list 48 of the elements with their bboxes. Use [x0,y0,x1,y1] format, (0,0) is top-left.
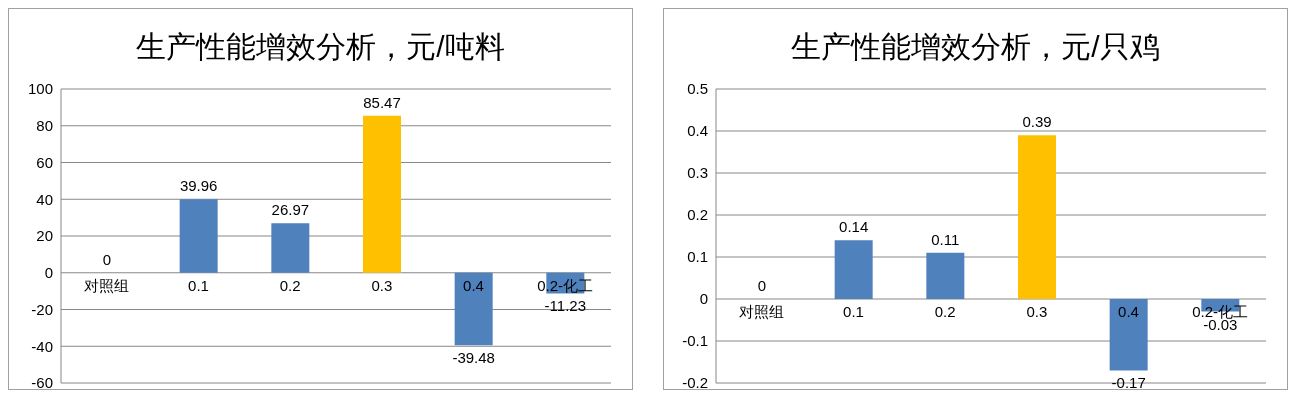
y-tick-label: 40 [36,190,53,208]
y-tick-label: -0.1 [682,332,708,350]
data-label: -11.23 [544,297,587,315]
bar [834,240,873,299]
y-tick-label: 80 [36,117,53,135]
y-tick-label: 0 [44,264,53,282]
y-tick-label: 0 [699,290,708,308]
bar [1018,135,1056,299]
x-tick-label: 对照组 [739,303,785,320]
data-label: 0 [102,250,112,268]
x-tick-label: 0.2 [934,303,956,320]
x-tick-label: 0.4 [1118,303,1139,320]
y-tick-label: -40 [31,337,53,355]
y-tick-label: 0.5 [687,80,708,98]
x-tick-label: 0.3 [371,276,393,294]
y-tick-label: 0.4 [687,122,708,140]
chart-title: 生产性能增效分析，元/只鸡 [790,29,1161,65]
bar [926,252,965,299]
y-tick-label: -0.2 [682,374,708,392]
chart-title: 生产性能增效分析，元/吨料 [135,29,506,65]
x-tick-label: 0.1 [843,303,864,320]
data-label: 0.39 [1022,113,1052,131]
data-label: -39.48 [452,349,495,367]
y-tick-label: 0.3 [687,164,708,182]
data-label: 0.14 [839,218,869,236]
y-tick-label: 60 [36,153,53,171]
x-tick-label: 0.2 [279,276,301,294]
y-tick-label: -60 [31,374,53,392]
y-tick-label: -20 [31,300,53,318]
y-tick-label: 20 [36,227,53,245]
bar [363,115,401,273]
data-label: -0.17 [1111,374,1146,392]
bar [454,272,493,346]
y-tick-label: 0.1 [687,248,708,266]
y-tick-label: 100 [27,80,53,98]
bar [271,223,310,273]
x-tick-label: 0.3 [1026,303,1048,320]
x-tick-label: 0.1 [188,276,209,294]
bar [1109,299,1148,371]
data-label: 0.11 [931,230,960,248]
data-label: 85.47 [363,93,401,111]
data-label: 26.97 [271,201,310,219]
bar [179,199,218,273]
data-label: 0 [757,277,767,294]
y-tick-label: 0.2 [687,206,708,224]
data-label: 39.96 [179,177,218,195]
x-tick-label: 对照组 [84,276,130,294]
x-tick-label: 0.4 [463,276,484,294]
